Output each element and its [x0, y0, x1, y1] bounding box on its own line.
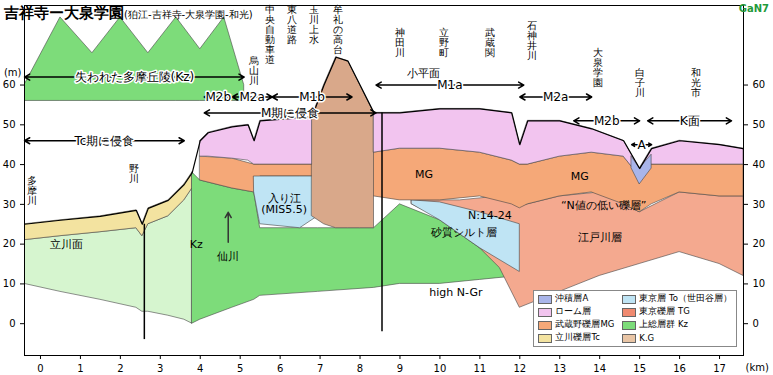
svg-text:7: 7: [317, 363, 323, 374]
svg-text:60: 60: [753, 79, 766, 90]
svg-text:江戸川層: 江戸川層: [578, 231, 622, 244]
svg-text:M2a: M2a: [240, 90, 265, 104]
svg-text:30: 30: [753, 199, 766, 210]
html-text:沖積層A: 沖積層A: [555, 293, 589, 303]
html-text:K.G: K.G: [639, 333, 655, 343]
svg-text:50: 50: [753, 119, 766, 130]
svg-text:烏山川: 烏山川: [248, 55, 259, 86]
svg-text:M2b: M2b: [594, 114, 620, 128]
svg-text:白子川: 白子川: [635, 67, 645, 98]
html-text:武蔵野礫層MG: 武蔵野礫層MG: [555, 319, 615, 329]
svg-text:MG: MG: [415, 168, 433, 181]
svg-text:Tc期に侵食: Tc期に侵食: [73, 134, 134, 148]
svg-text:N:14-24: N:14-24: [468, 209, 512, 222]
svg-text:9: 9: [397, 363, 403, 374]
svg-text:野川: 野川: [129, 163, 139, 184]
svg-text:多摩川: 多摩川: [27, 175, 37, 206]
svg-text:小平面: 小平面: [407, 67, 440, 80]
svg-text:6: 6: [277, 363, 283, 374]
svg-text:16: 16: [673, 363, 686, 374]
svg-text:MG: MG: [571, 170, 589, 183]
svg-text:40: 40: [753, 159, 766, 170]
svg-text:和光市: 和光市: [691, 67, 701, 98]
svg-text:12: 12: [513, 363, 526, 374]
svg-text:0: 0: [9, 318, 15, 329]
svg-text:M2a: M2a: [543, 90, 568, 104]
svg-text:17: 17: [713, 363, 726, 374]
svg-text:20: 20: [3, 238, 16, 249]
svg-text:13: 13: [553, 363, 566, 374]
svg-text:4: 4: [197, 363, 203, 374]
svg-text:(m): (m): [4, 67, 22, 78]
svg-text:0: 0: [37, 363, 43, 374]
svg-text:20: 20: [753, 238, 766, 249]
svg-text:M期に侵食: M期に侵食: [261, 106, 319, 120]
svg-text:玉川上水: 玉川上水: [309, 4, 319, 45]
svg-text:3: 3: [157, 363, 163, 374]
svg-text:Kz: Kz: [190, 238, 203, 251]
html-text:東京層 To（世田谷層）: 東京層 To（世田谷層）: [639, 293, 732, 303]
html-text:東京礫層 TG: 東京礫層 TG: [639, 306, 690, 316]
html-text:ローム層: ローム層: [555, 306, 592, 316]
svg-text:東八道路: 東八道路: [287, 4, 297, 45]
html-text:GaN7: GaN7: [738, 3, 769, 14]
svg-text:神田川: 神田川: [395, 27, 405, 58]
svg-text:30: 30: [3, 199, 16, 210]
svg-text:M1b: M1b: [299, 90, 325, 104]
svg-text:武蔵関: 武蔵関: [485, 27, 495, 58]
svg-text:失われた多摩丘陵(Kz): 失われた多摩丘陵(Kz): [75, 70, 195, 84]
svg-text:high N-Gr: high N-Gr: [429, 286, 483, 299]
svg-text:立川面: 立川面: [50, 238, 83, 251]
svg-text:M2b: M2b: [205, 90, 231, 104]
svg-text:仙川: 仙川: [217, 250, 239, 263]
svg-text:M1a: M1a: [437, 78, 462, 92]
svg-text:10: 10: [753, 278, 766, 289]
svg-text:50: 50: [3, 119, 16, 130]
svg-text:A: A: [638, 138, 647, 152]
svg-text:K面: K面: [680, 114, 700, 128]
svg-text:石神井川: 石神井川: [527, 20, 537, 61]
svg-text:2: 2: [117, 363, 123, 374]
svg-text:11: 11: [473, 363, 486, 374]
svg-text:立野町: 立野町: [439, 27, 449, 58]
svg-text:10: 10: [3, 278, 16, 289]
svg-text:8: 8: [357, 363, 363, 374]
svg-text:入り江(MIS5.5): 入り江(MIS5.5): [261, 192, 307, 216]
svg-text:1: 1: [77, 363, 83, 374]
svg-text:0: 0: [753, 318, 759, 329]
svg-text:10: 10: [434, 363, 447, 374]
svg-text:砂質シルト層: 砂質シルト層: [430, 226, 497, 239]
svg-text:60: 60: [3, 79, 16, 90]
svg-text:大泉学園: 大泉学園: [593, 47, 603, 88]
svg-text:中央自動車道: 中央自動車道: [265, 4, 275, 65]
svg-text:牟礼の高台: 牟礼の高台: [333, 4, 343, 55]
html-text:立川礫層Tc: 立川礫層Tc: [555, 332, 600, 342]
svg-text:14: 14: [593, 363, 606, 374]
svg-text:15: 15: [633, 363, 646, 374]
svg-text:5: 5: [237, 363, 243, 374]
html-text:吉祥寺ー大泉学園(狛江-吉祥寺-大泉学園-和光): 吉祥寺ー大泉学園(狛江-吉祥寺-大泉学園-和光): [4, 4, 253, 22]
html-text:上総層群 Kz: 上総層群 Kz: [639, 319, 689, 329]
svg-text:“N値の低い礫層”: “N値の低い礫層”: [561, 199, 647, 212]
svg-text:40: 40: [3, 159, 16, 170]
svg-text:(km): (km): [746, 362, 769, 373]
